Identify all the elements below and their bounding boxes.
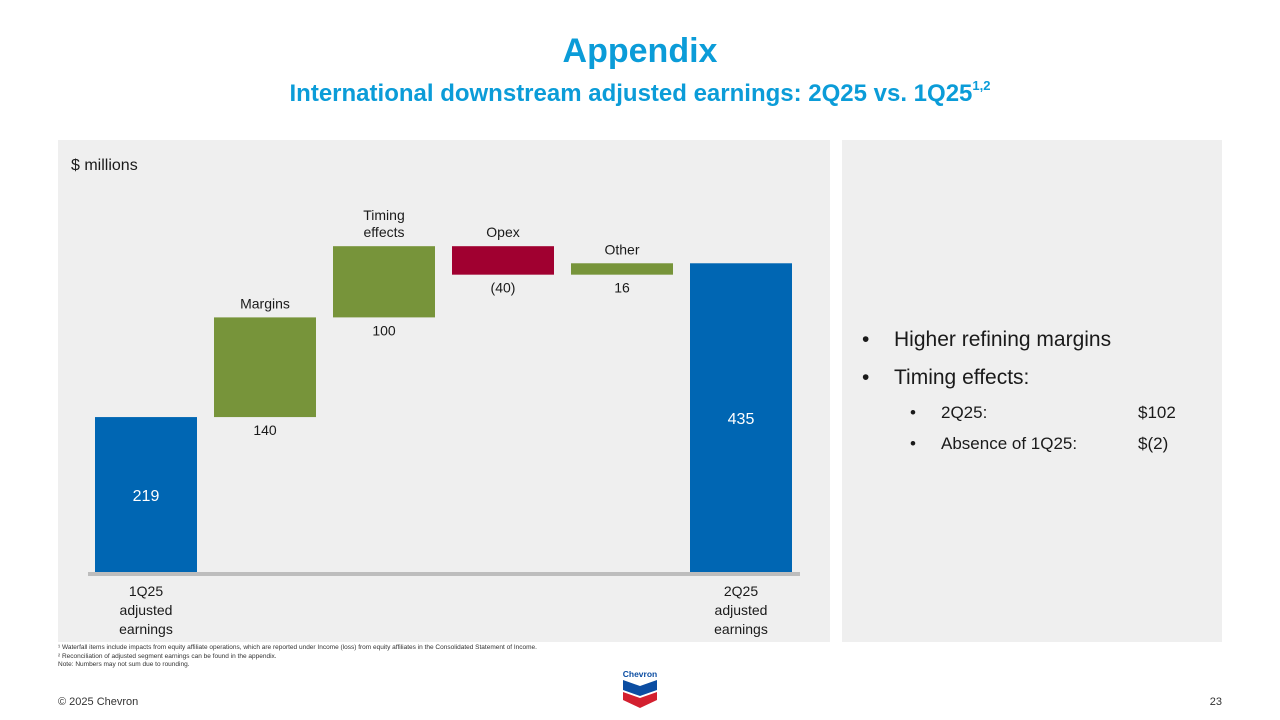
bar-margins [214,317,316,418]
sub-bullet-marker: • [910,434,916,453]
sub-bullet-label: 2Q25: [941,403,988,422]
category-label-other: Other [604,241,639,257]
copyright: © 2025 Chevron [58,696,139,708]
logo-chevron-bottom [623,692,657,708]
subtitle-text: International downstream adjusted earnin… [289,80,973,107]
category-label-1q25-adjusted-earnings: adjusted [120,602,173,618]
bar-other [571,263,673,275]
value-label-timing-effects: 100 [372,322,396,338]
chart-panel: $ millions 219 1Q25 adjusted earnings 140 Mar… [58,140,830,642]
category-label-1q25-adjusted-earnings: 1Q25 [129,583,163,599]
commentary-panel: Higher refining margins Timing effects: … [842,140,1222,642]
value-label-opex: (40) [491,280,516,296]
value-label-1q25-adjusted-earnings: 219 [133,488,160,505]
category-label-timing-effects: Timing [363,207,405,223]
bullet-text: Higher refining margins [894,328,1112,351]
value-label-other: 16 [614,280,630,296]
category-label-2q25-adjusted-earnings: earnings [714,621,768,637]
category-label-1q25-adjusted-earnings: earnings [119,621,173,637]
footnote-2: ² Reconciliation of adjusted segment ear… [58,652,277,660]
category-label-opex: Opex [486,224,519,240]
bar-2q25-adjusted-earnings [690,263,792,573]
bar-1q25-adjusted-earnings [95,417,197,573]
category-label-margins: Margins [240,295,290,311]
logo-chevron-top [623,680,657,696]
footnote-note: Note: Numbers may not sum due to roundin… [58,661,190,668]
bar-opex [452,246,554,275]
logo-wordmark: Chevron [623,669,657,679]
page-title: Appendix [562,32,718,70]
bar-timing-effects [333,246,435,318]
waterfall-chart: $ millions 219 1Q25 adjusted earnings 140 Mar… [71,157,800,637]
category-label-2q25-adjusted-earnings: adjusted [715,602,768,618]
units-label: $ millions [71,157,138,174]
subtitle-footnote-ref: 1,2 [972,78,991,93]
sub-bullet-label: Absence of 1Q25: [941,434,1078,453]
category-label-2q25-adjusted-earnings: 2Q25 [724,583,758,599]
value-label-2q25-adjusted-earnings: 435 [728,411,755,428]
sub-bullet-value: $(2) [1138,434,1169,453]
value-label-margins: 140 [253,422,277,438]
page-number: 23 [1209,696,1222,708]
chevron-logo: Chevron [623,669,657,708]
bullet-text: Timing effects: [894,366,1030,389]
sub-bullet-marker: • [910,403,916,422]
page-subtitle: International downstream adjusted earnin… [0,78,1280,108]
footnote-1: ¹ Waterfall items include impacts from e… [58,644,537,651]
category-label-timing-effects: effects [364,224,405,240]
footnotes: ¹ Waterfall items include impacts from e… [58,644,537,670]
sub-bullet-value: $102 [1138,403,1176,422]
